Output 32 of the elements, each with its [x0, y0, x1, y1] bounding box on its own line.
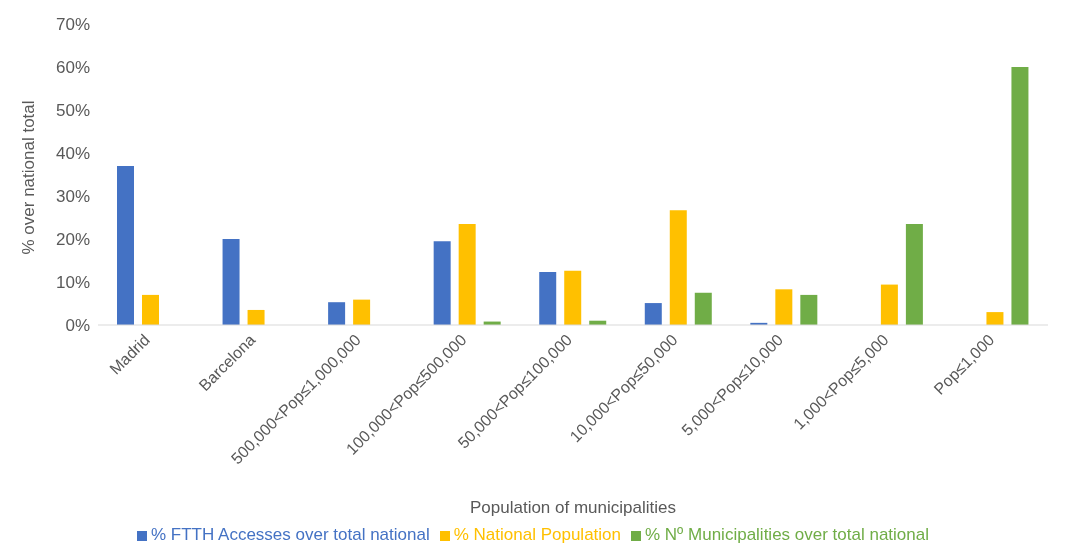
- bar: [1011, 67, 1029, 325]
- legend-label: % Nº Municipalities over total national: [645, 525, 930, 544]
- bar: [905, 223, 923, 325]
- legend-label: % National Population: [453, 525, 621, 544]
- y-tick-label: 30%: [55, 187, 90, 207]
- x-axis-title: Population of municipalities: [469, 498, 677, 517]
- y-axis-title: % over national total: [19, 100, 39, 255]
- bar: [800, 294, 818, 325]
- bar: [142, 294, 159, 325]
- bar: [328, 302, 346, 325]
- bar: [247, 309, 265, 325]
- y-tick-label: 50%: [55, 101, 90, 121]
- y-tick-label: 0%: [65, 316, 90, 336]
- y-tick-label: 20%: [55, 230, 90, 250]
- bar: [539, 272, 557, 325]
- bar: [669, 210, 687, 325]
- legend-label: % FTTH Accesses over total national: [150, 525, 430, 544]
- bar: [433, 241, 451, 325]
- bar: [880, 284, 898, 325]
- y-tick-label: 40%: [55, 144, 90, 164]
- bar: [222, 239, 240, 325]
- y-tick-label: 70%: [55, 15, 90, 35]
- bar: [694, 292, 712, 325]
- bar: [986, 312, 1004, 325]
- bar: [564, 270, 582, 325]
- bar: [117, 165, 134, 325]
- bar: [775, 289, 793, 325]
- y-tick-label: 10%: [55, 273, 90, 293]
- bar: [458, 223, 476, 325]
- bar: [353, 299, 371, 325]
- bar: [644, 303, 662, 325]
- y-tick-label: 60%: [55, 58, 90, 78]
